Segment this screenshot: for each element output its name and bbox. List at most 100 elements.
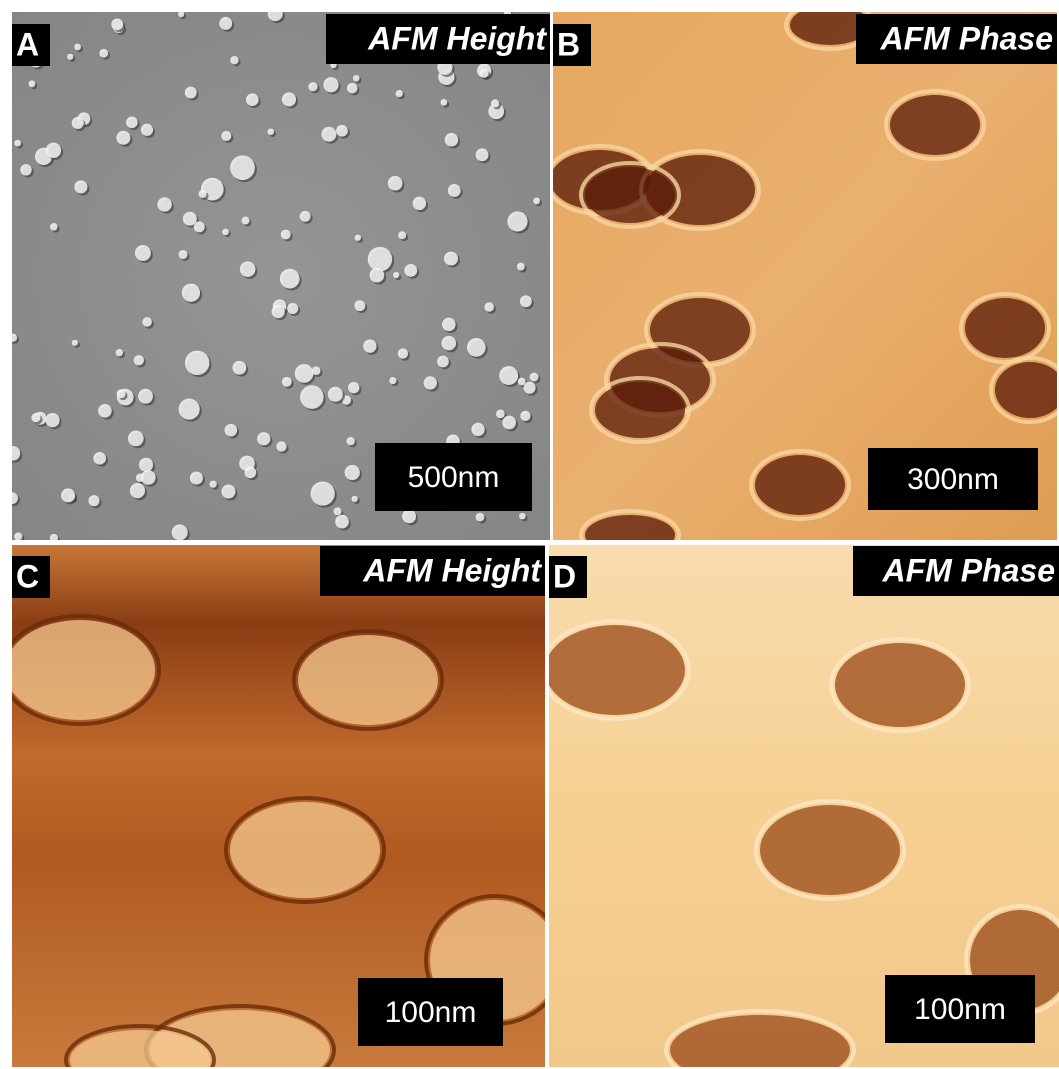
particle [221, 485, 235, 499]
particle [282, 377, 292, 387]
panel-label: A [16, 26, 39, 62]
particle [502, 416, 516, 430]
particle [50, 534, 58, 542]
particle [396, 90, 403, 97]
particle [533, 198, 540, 205]
particle [157, 197, 171, 211]
particle [368, 247, 392, 271]
vesicle [755, 455, 845, 515]
particle [135, 245, 151, 261]
scale-bar-label: 100nm [914, 993, 1006, 1026]
particle [20, 164, 31, 175]
particle [520, 295, 532, 307]
panel-label: D [553, 558, 576, 594]
particle [141, 470, 156, 485]
vesicle [298, 635, 438, 725]
particle [312, 366, 321, 375]
particle [323, 77, 338, 92]
particle [182, 284, 200, 302]
particle [300, 211, 311, 222]
particle [524, 382, 536, 394]
particle [246, 93, 259, 106]
particle [116, 349, 123, 356]
particle [444, 252, 458, 266]
particle [116, 131, 130, 145]
particle [272, 305, 285, 318]
particle [348, 382, 359, 393]
vesicle [545, 625, 685, 715]
afm-panel: C AFM Height 100nm [1, 545, 564, 1069]
particle [389, 377, 396, 384]
particle [491, 99, 499, 107]
particle [354, 300, 365, 311]
scale-bar-label: 300nm [907, 463, 999, 496]
particle [6, 492, 18, 504]
vesicle [230, 802, 380, 898]
particle [225, 424, 238, 437]
panel-title: AFM Height [362, 552, 542, 588]
particle [111, 18, 123, 30]
particle [128, 431, 144, 447]
particle [276, 441, 286, 451]
particle [424, 376, 437, 389]
particle [287, 303, 298, 314]
particle [448, 184, 461, 197]
particle [74, 180, 87, 193]
particle [139, 458, 153, 472]
particle [363, 339, 376, 352]
scale-bar-label: 100nm [385, 996, 477, 1029]
particle [441, 99, 448, 106]
particle [353, 75, 360, 82]
particle [6, 446, 21, 461]
particle [74, 44, 81, 51]
particle [50, 223, 58, 231]
particle [29, 80, 36, 87]
particle [321, 127, 336, 142]
particle [467, 338, 486, 357]
vesicle [835, 643, 965, 727]
particle [183, 212, 197, 226]
particle [496, 409, 505, 418]
panel-title: AFM Phase [882, 552, 1055, 588]
particle [352, 496, 358, 502]
particle [31, 413, 40, 422]
particle [134, 355, 144, 365]
particle [242, 217, 250, 225]
panel-label: B [557, 26, 580, 62]
particle [219, 17, 232, 30]
particle [345, 465, 360, 480]
particle [479, 69, 488, 78]
panel-label: C [16, 558, 39, 594]
particle [442, 336, 457, 351]
particle [388, 176, 403, 191]
vesicle [5, 620, 155, 720]
vesicle [890, 95, 980, 155]
particle [347, 83, 358, 94]
particle [499, 366, 518, 385]
particle [281, 230, 291, 240]
particle [172, 524, 188, 540]
particle [88, 495, 99, 506]
particle [142, 317, 152, 327]
particle [520, 411, 530, 421]
particle [300, 385, 324, 409]
particle [232, 361, 246, 375]
particle [245, 467, 257, 479]
particle [185, 87, 197, 99]
particle [230, 56, 238, 64]
figure: AAFM Height500nmBAFM Phase300nmCAFM Heig… [0, 0, 1059, 1069]
particle [442, 318, 456, 332]
particle [185, 351, 209, 375]
particle [130, 483, 145, 498]
particle [141, 124, 153, 136]
particle [72, 340, 78, 346]
particle [282, 92, 296, 106]
particle [393, 272, 399, 278]
particle [328, 387, 343, 402]
particle [518, 378, 526, 386]
particle [98, 404, 112, 418]
particle [295, 364, 314, 383]
particle [138, 389, 153, 404]
particle [346, 437, 354, 445]
particle [230, 155, 255, 180]
